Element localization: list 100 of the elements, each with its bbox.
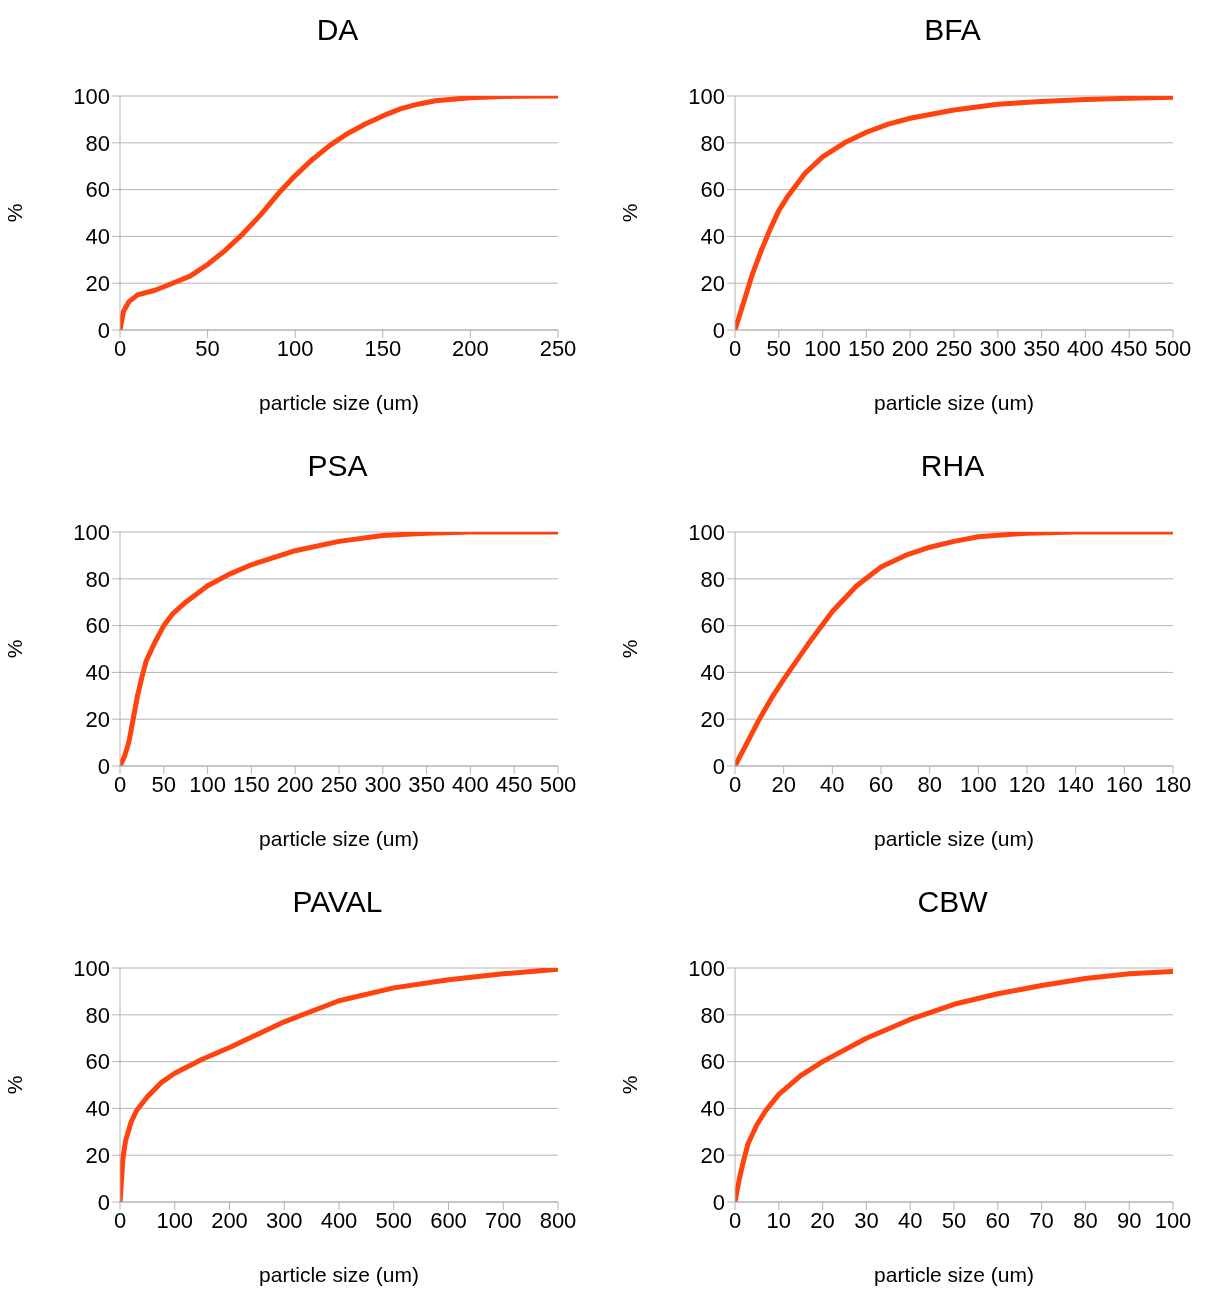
y-tick-label: 20 — [85, 271, 110, 297]
y-tick-label: 0 — [97, 1189, 110, 1215]
y-tick-label: 40 — [85, 660, 110, 686]
y-tick-label: 0 — [97, 317, 110, 343]
y-tick-label: 40 — [700, 224, 725, 250]
x-tick-label: 400 — [452, 771, 489, 797]
y-tick-label: 0 — [712, 317, 725, 343]
y-axis-title: % — [3, 639, 27, 659]
x-tick-label: 250 — [539, 335, 577, 361]
x-tick-label: 800 — [539, 1207, 577, 1233]
x-tick-label: 400 — [1067, 335, 1104, 361]
x-tick-label: 60 — [985, 1207, 1011, 1233]
y-tick-label: 80 — [85, 1002, 110, 1028]
x-tick-label: 160 — [1105, 771, 1143, 797]
y-axis-title: % — [3, 203, 27, 223]
y-tick-label: 0 — [712, 1189, 725, 1215]
x-tick-label: 30 — [854, 1207, 879, 1233]
y-tick-label: 80 — [85, 566, 110, 592]
x-tick-label: 350 — [1023, 335, 1060, 361]
x-tick-label: 300 — [265, 1207, 303, 1233]
x-tick-label: 100 — [276, 335, 314, 361]
y-tick-label: 20 — [700, 707, 725, 733]
x-tick-label: 500 — [1154, 335, 1192, 361]
x-tick-label: 50 — [151, 771, 177, 797]
x-tick-label: 60 — [868, 771, 894, 797]
y-tick-label: 80 — [700, 1002, 725, 1028]
y-tick-label: 80 — [85, 130, 110, 156]
x-tick-label: 250 — [935, 335, 973, 361]
x-tick-label: 450 — [495, 771, 533, 797]
y-tick-label: 60 — [85, 1049, 110, 1075]
y-tick-label: 100 — [688, 955, 725, 981]
y-tick-label: 100 — [73, 519, 110, 545]
y-axis-title: % — [618, 639, 642, 659]
x-tick-label: 150 — [233, 771, 270, 797]
y-tick-label: 20 — [700, 271, 725, 297]
chart-title: BFA — [923, 12, 982, 48]
x-tick-label: 600 — [430, 1207, 467, 1233]
x-tick-label: 500 — [539, 771, 577, 797]
y-tick-label: 40 — [700, 660, 725, 686]
x-tick-label: 0 — [728, 1207, 742, 1233]
x-tick-label: 700 — [484, 1207, 522, 1233]
x-tick-label: 200 — [211, 1207, 248, 1233]
x-tick-label: 140 — [1057, 771, 1095, 797]
y-tick-label: 60 — [700, 1049, 725, 1075]
y-axis-title: % — [618, 203, 642, 223]
x-axis-title: particle size (um) — [874, 827, 1034, 850]
x-tick-label: 500 — [375, 1207, 413, 1233]
x-tick-label: 20 — [810, 1207, 835, 1233]
x-tick-label: 0 — [113, 771, 127, 797]
y-tick-label: 100 — [73, 83, 110, 109]
x-tick-label: 80 — [917, 771, 942, 797]
y-tick-label: 80 — [700, 566, 725, 592]
x-tick-label: 100 — [804, 335, 841, 361]
y-tick-label: 40 — [85, 1096, 110, 1122]
x-axis-title: particle size (um) — [259, 391, 419, 414]
y-tick-label: 100 — [73, 955, 110, 981]
x-tick-label: 50 — [766, 335, 792, 361]
x-tick-label: 10 — [766, 1207, 792, 1233]
y-axis-title: % — [3, 1075, 27, 1095]
y-tick-label: 20 — [85, 707, 110, 733]
y-tick-label: 60 — [85, 613, 110, 639]
x-tick-label: 120 — [1008, 771, 1046, 797]
y-tick-label: 80 — [700, 130, 725, 156]
x-tick-label: 100 — [1154, 1207, 1192, 1233]
y-tick-label: 60 — [700, 177, 725, 203]
x-tick-label: 100 — [156, 1207, 194, 1233]
x-tick-label: 400 — [320, 1207, 358, 1233]
x-tick-label: 80 — [1073, 1207, 1098, 1233]
chart-title: RHA — [919, 448, 986, 484]
x-tick-label: 20 — [771, 771, 796, 797]
x-tick-label: 0 — [728, 771, 742, 797]
x-tick-label: 90 — [1116, 1207, 1142, 1233]
x-tick-label: 180 — [1154, 771, 1192, 797]
y-tick-label: 20 — [700, 1143, 725, 1169]
x-tick-label: 0 — [728, 335, 742, 361]
x-axis-title: particle size (um) — [259, 1263, 419, 1286]
x-tick-label: 100 — [189, 771, 226, 797]
x-tick-label: 150 — [848, 335, 885, 361]
x-tick-label: 200 — [452, 335, 489, 361]
y-tick-label: 20 — [85, 1143, 110, 1169]
y-tick-label: 60 — [85, 177, 110, 203]
x-tick-label: 350 — [408, 771, 445, 797]
x-tick-label: 0 — [113, 1207, 127, 1233]
x-tick-label: 150 — [364, 335, 402, 361]
chart-title: DA — [315, 12, 360, 48]
y-tick-label: 0 — [712, 753, 725, 779]
x-tick-label: 300 — [979, 335, 1017, 361]
x-tick-label: 50 — [941, 1207, 967, 1233]
y-axis-title: % — [618, 1075, 642, 1095]
y-tick-label: 100 — [688, 83, 725, 109]
x-tick-label: 450 — [1110, 335, 1148, 361]
y-tick-label: 100 — [688, 519, 725, 545]
x-tick-label: 100 — [959, 771, 997, 797]
x-tick-label: 300 — [364, 771, 402, 797]
x-tick-label: 200 — [276, 771, 314, 797]
x-tick-label: 0 — [113, 335, 127, 361]
y-tick-label: 40 — [700, 1096, 725, 1122]
x-tick-label: 40 — [820, 771, 845, 797]
x-tick-label: 50 — [195, 335, 220, 361]
y-tick-label: 60 — [700, 613, 725, 639]
